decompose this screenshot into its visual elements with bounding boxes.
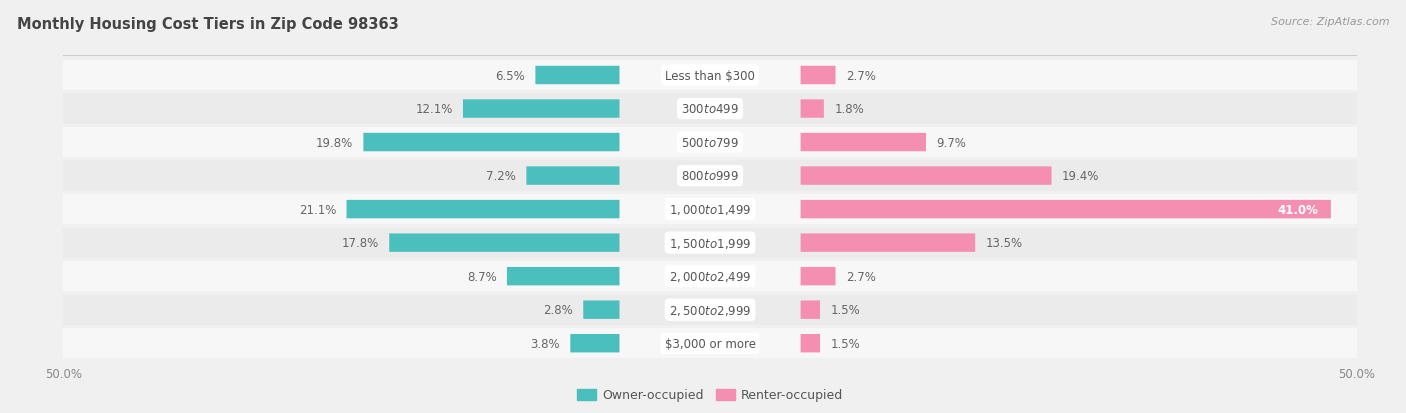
FancyBboxPatch shape <box>571 334 620 353</box>
FancyBboxPatch shape <box>63 295 1357 325</box>
FancyBboxPatch shape <box>800 167 1052 185</box>
FancyBboxPatch shape <box>63 161 1357 191</box>
FancyBboxPatch shape <box>800 100 824 119</box>
Text: 1.5%: 1.5% <box>831 304 860 316</box>
FancyBboxPatch shape <box>800 334 820 353</box>
FancyBboxPatch shape <box>800 234 976 252</box>
Text: $500 to $799: $500 to $799 <box>681 136 740 149</box>
Text: 9.7%: 9.7% <box>936 136 966 149</box>
FancyBboxPatch shape <box>800 200 1331 219</box>
Text: 21.1%: 21.1% <box>299 203 336 216</box>
FancyBboxPatch shape <box>800 66 835 85</box>
FancyBboxPatch shape <box>800 301 820 319</box>
Text: 1.8%: 1.8% <box>834 103 863 116</box>
FancyBboxPatch shape <box>63 261 1357 292</box>
FancyBboxPatch shape <box>583 301 620 319</box>
FancyBboxPatch shape <box>363 133 620 152</box>
FancyBboxPatch shape <box>63 94 1357 124</box>
FancyBboxPatch shape <box>346 200 620 219</box>
Text: $1,500 to $1,999: $1,500 to $1,999 <box>669 236 751 250</box>
FancyBboxPatch shape <box>389 234 620 252</box>
FancyBboxPatch shape <box>463 100 620 119</box>
FancyBboxPatch shape <box>63 61 1357 91</box>
FancyBboxPatch shape <box>536 66 620 85</box>
Text: 2.7%: 2.7% <box>846 270 876 283</box>
FancyBboxPatch shape <box>63 328 1357 358</box>
FancyBboxPatch shape <box>63 228 1357 258</box>
FancyBboxPatch shape <box>508 267 620 286</box>
Text: 1.5%: 1.5% <box>831 337 860 350</box>
Text: Source: ZipAtlas.com: Source: ZipAtlas.com <box>1271 17 1389 26</box>
Text: Less than $300: Less than $300 <box>665 69 755 82</box>
FancyBboxPatch shape <box>63 128 1357 158</box>
Text: 6.5%: 6.5% <box>495 69 524 82</box>
Text: 2.7%: 2.7% <box>846 69 876 82</box>
Text: 13.5%: 13.5% <box>986 237 1022 249</box>
Text: 8.7%: 8.7% <box>467 270 496 283</box>
Text: 19.4%: 19.4% <box>1062 170 1099 183</box>
Text: 41.0%: 41.0% <box>1277 203 1317 216</box>
Text: 17.8%: 17.8% <box>342 237 378 249</box>
Text: 19.8%: 19.8% <box>316 136 353 149</box>
Text: $300 to $499: $300 to $499 <box>681 103 740 116</box>
FancyBboxPatch shape <box>800 267 835 286</box>
FancyBboxPatch shape <box>800 133 927 152</box>
Legend: Owner-occupied, Renter-occupied: Owner-occupied, Renter-occupied <box>572 384 848 406</box>
Text: $3,000 or more: $3,000 or more <box>665 337 755 350</box>
Text: 3.8%: 3.8% <box>530 337 560 350</box>
Text: $1,000 to $1,499: $1,000 to $1,499 <box>669 203 751 216</box>
Text: Monthly Housing Cost Tiers in Zip Code 98363: Monthly Housing Cost Tiers in Zip Code 9… <box>17 17 399 31</box>
Text: $2,000 to $2,499: $2,000 to $2,499 <box>669 270 751 283</box>
Text: 2.8%: 2.8% <box>543 304 572 316</box>
FancyBboxPatch shape <box>526 167 620 185</box>
Text: $800 to $999: $800 to $999 <box>681 170 740 183</box>
Text: $2,500 to $2,999: $2,500 to $2,999 <box>669 303 751 317</box>
FancyBboxPatch shape <box>63 195 1357 225</box>
Text: 12.1%: 12.1% <box>415 103 453 116</box>
Text: 7.2%: 7.2% <box>486 170 516 183</box>
